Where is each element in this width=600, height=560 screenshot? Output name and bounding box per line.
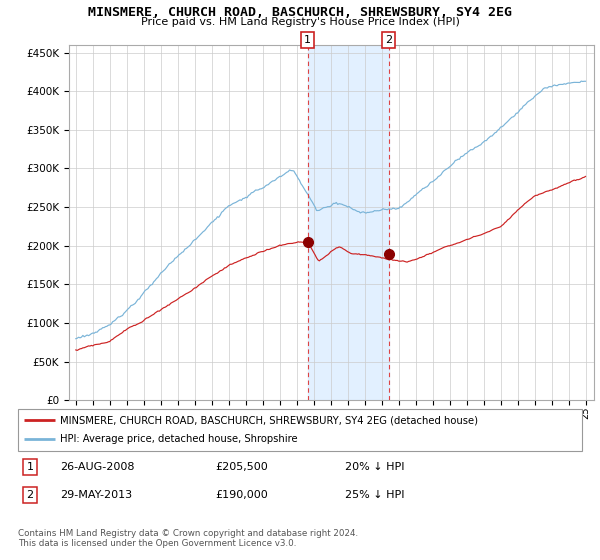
FancyBboxPatch shape [18, 409, 582, 451]
Text: 26-AUG-2008: 26-AUG-2008 [60, 462, 135, 472]
Text: HPI: Average price, detached house, Shropshire: HPI: Average price, detached house, Shro… [60, 434, 298, 444]
Text: 2: 2 [385, 35, 392, 45]
Text: This data is licensed under the Open Government Licence v3.0.: This data is licensed under the Open Gov… [18, 539, 296, 548]
Text: Price paid vs. HM Land Registry's House Price Index (HPI): Price paid vs. HM Land Registry's House … [140, 17, 460, 27]
Text: 1: 1 [26, 462, 34, 472]
Text: 29-MAY-2013: 29-MAY-2013 [60, 490, 133, 500]
Text: 1: 1 [304, 35, 311, 45]
Text: £205,500: £205,500 [215, 462, 268, 472]
Text: 25% ↓ HPI: 25% ↓ HPI [345, 490, 404, 500]
Text: MINSMERE, CHURCH ROAD, BASCHURCH, SHREWSBURY, SY4 2EG: MINSMERE, CHURCH ROAD, BASCHURCH, SHREWS… [88, 6, 512, 18]
Text: 20% ↓ HPI: 20% ↓ HPI [345, 462, 404, 472]
Text: Contains HM Land Registry data © Crown copyright and database right 2024.: Contains HM Land Registry data © Crown c… [18, 529, 358, 538]
Text: MINSMERE, CHURCH ROAD, BASCHURCH, SHREWSBURY, SY4 2EG (detached house): MINSMERE, CHURCH ROAD, BASCHURCH, SHREWS… [60, 415, 478, 425]
Text: 2: 2 [26, 490, 34, 500]
Bar [308, 45, 389, 400]
Text: £190,000: £190,000 [215, 490, 268, 500]
